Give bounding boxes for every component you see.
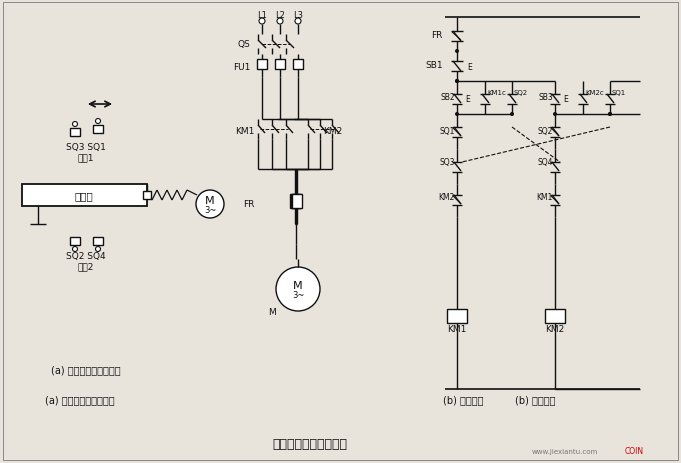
Text: (b) 控制线路: (b) 控制线路 <box>443 394 484 404</box>
Text: KM1c: KM1c <box>487 90 506 96</box>
Text: FR: FR <box>432 31 443 39</box>
Bar <box>70 238 80 245</box>
Circle shape <box>295 19 301 25</box>
Circle shape <box>455 80 459 84</box>
Text: (a) 工作自动循环示意图: (a) 工作自动循环示意图 <box>45 394 115 404</box>
Text: KM1: KM1 <box>447 325 466 334</box>
Text: M: M <box>205 195 215 206</box>
Text: 3~: 3~ <box>204 206 216 215</box>
Bar <box>290 194 300 208</box>
Text: SB2: SB2 <box>441 94 455 102</box>
Bar <box>70 129 80 137</box>
Text: SQ3 SQ1: SQ3 SQ1 <box>66 143 106 152</box>
Text: M: M <box>268 308 276 317</box>
Circle shape <box>510 113 514 117</box>
Text: FU1: FU1 <box>233 63 250 72</box>
Text: M: M <box>294 281 303 290</box>
Bar <box>292 194 302 208</box>
Text: KM2c: KM2c <box>585 90 604 96</box>
Bar <box>293 60 303 70</box>
Circle shape <box>259 19 265 25</box>
Circle shape <box>276 268 320 311</box>
Circle shape <box>95 119 101 124</box>
Circle shape <box>455 50 459 54</box>
Text: L2: L2 <box>275 11 285 19</box>
Bar <box>143 192 151 200</box>
Text: L3: L3 <box>293 11 303 19</box>
Bar <box>545 309 565 323</box>
Circle shape <box>608 113 612 117</box>
Circle shape <box>95 247 101 252</box>
Text: E: E <box>563 95 568 104</box>
Text: E: E <box>465 95 470 104</box>
Circle shape <box>72 247 78 252</box>
Bar <box>93 238 103 245</box>
Text: KM2: KM2 <box>545 325 565 334</box>
Text: 3~: 3~ <box>292 291 304 300</box>
Text: QS: QS <box>237 40 250 50</box>
Circle shape <box>455 113 459 117</box>
Circle shape <box>72 122 78 127</box>
Text: KM2: KM2 <box>323 127 342 136</box>
Text: SQ2 SQ4: SQ2 SQ4 <box>66 252 106 261</box>
Text: 自动循环往复控制线路: 自动循环往复控制线路 <box>272 438 347 450</box>
Text: (a) 工作自动循环示意图: (a) 工作自动循环示意图 <box>51 364 121 374</box>
Circle shape <box>455 80 459 84</box>
Bar <box>447 309 467 323</box>
Bar <box>93 126 103 134</box>
Text: SQ3: SQ3 <box>439 158 455 167</box>
Text: SQ2: SQ2 <box>514 90 528 96</box>
Text: E: E <box>467 63 472 71</box>
Text: SQ4: SQ4 <box>537 158 553 167</box>
Text: 工作台: 工作台 <box>75 191 93 200</box>
Text: (b) 控制线路: (b) 控制线路 <box>515 394 555 404</box>
Bar <box>257 60 267 70</box>
Circle shape <box>277 19 283 25</box>
Circle shape <box>553 113 557 117</box>
Text: SQ1: SQ1 <box>440 127 455 136</box>
Text: KM2: KM2 <box>439 193 455 202</box>
Text: KM1: KM1 <box>537 193 553 202</box>
Bar <box>275 60 285 70</box>
Text: 位置1: 位置1 <box>78 153 94 162</box>
Text: www.jiexiantu.com: www.jiexiantu.com <box>532 448 598 454</box>
Text: SQ1: SQ1 <box>612 90 627 96</box>
Text: SQ2: SQ2 <box>537 127 553 136</box>
Bar <box>291 194 301 208</box>
Text: SB1: SB1 <box>426 60 443 69</box>
Text: 位置2: 位置2 <box>78 262 94 271</box>
Text: FR: FR <box>242 200 254 209</box>
Bar <box>22 185 147 206</box>
Text: L1: L1 <box>257 11 267 19</box>
Text: COIN: COIN <box>624 446 644 456</box>
Circle shape <box>608 113 612 117</box>
Text: KM1: KM1 <box>235 127 254 136</box>
Circle shape <box>196 191 224 219</box>
Text: SB3: SB3 <box>538 94 553 102</box>
